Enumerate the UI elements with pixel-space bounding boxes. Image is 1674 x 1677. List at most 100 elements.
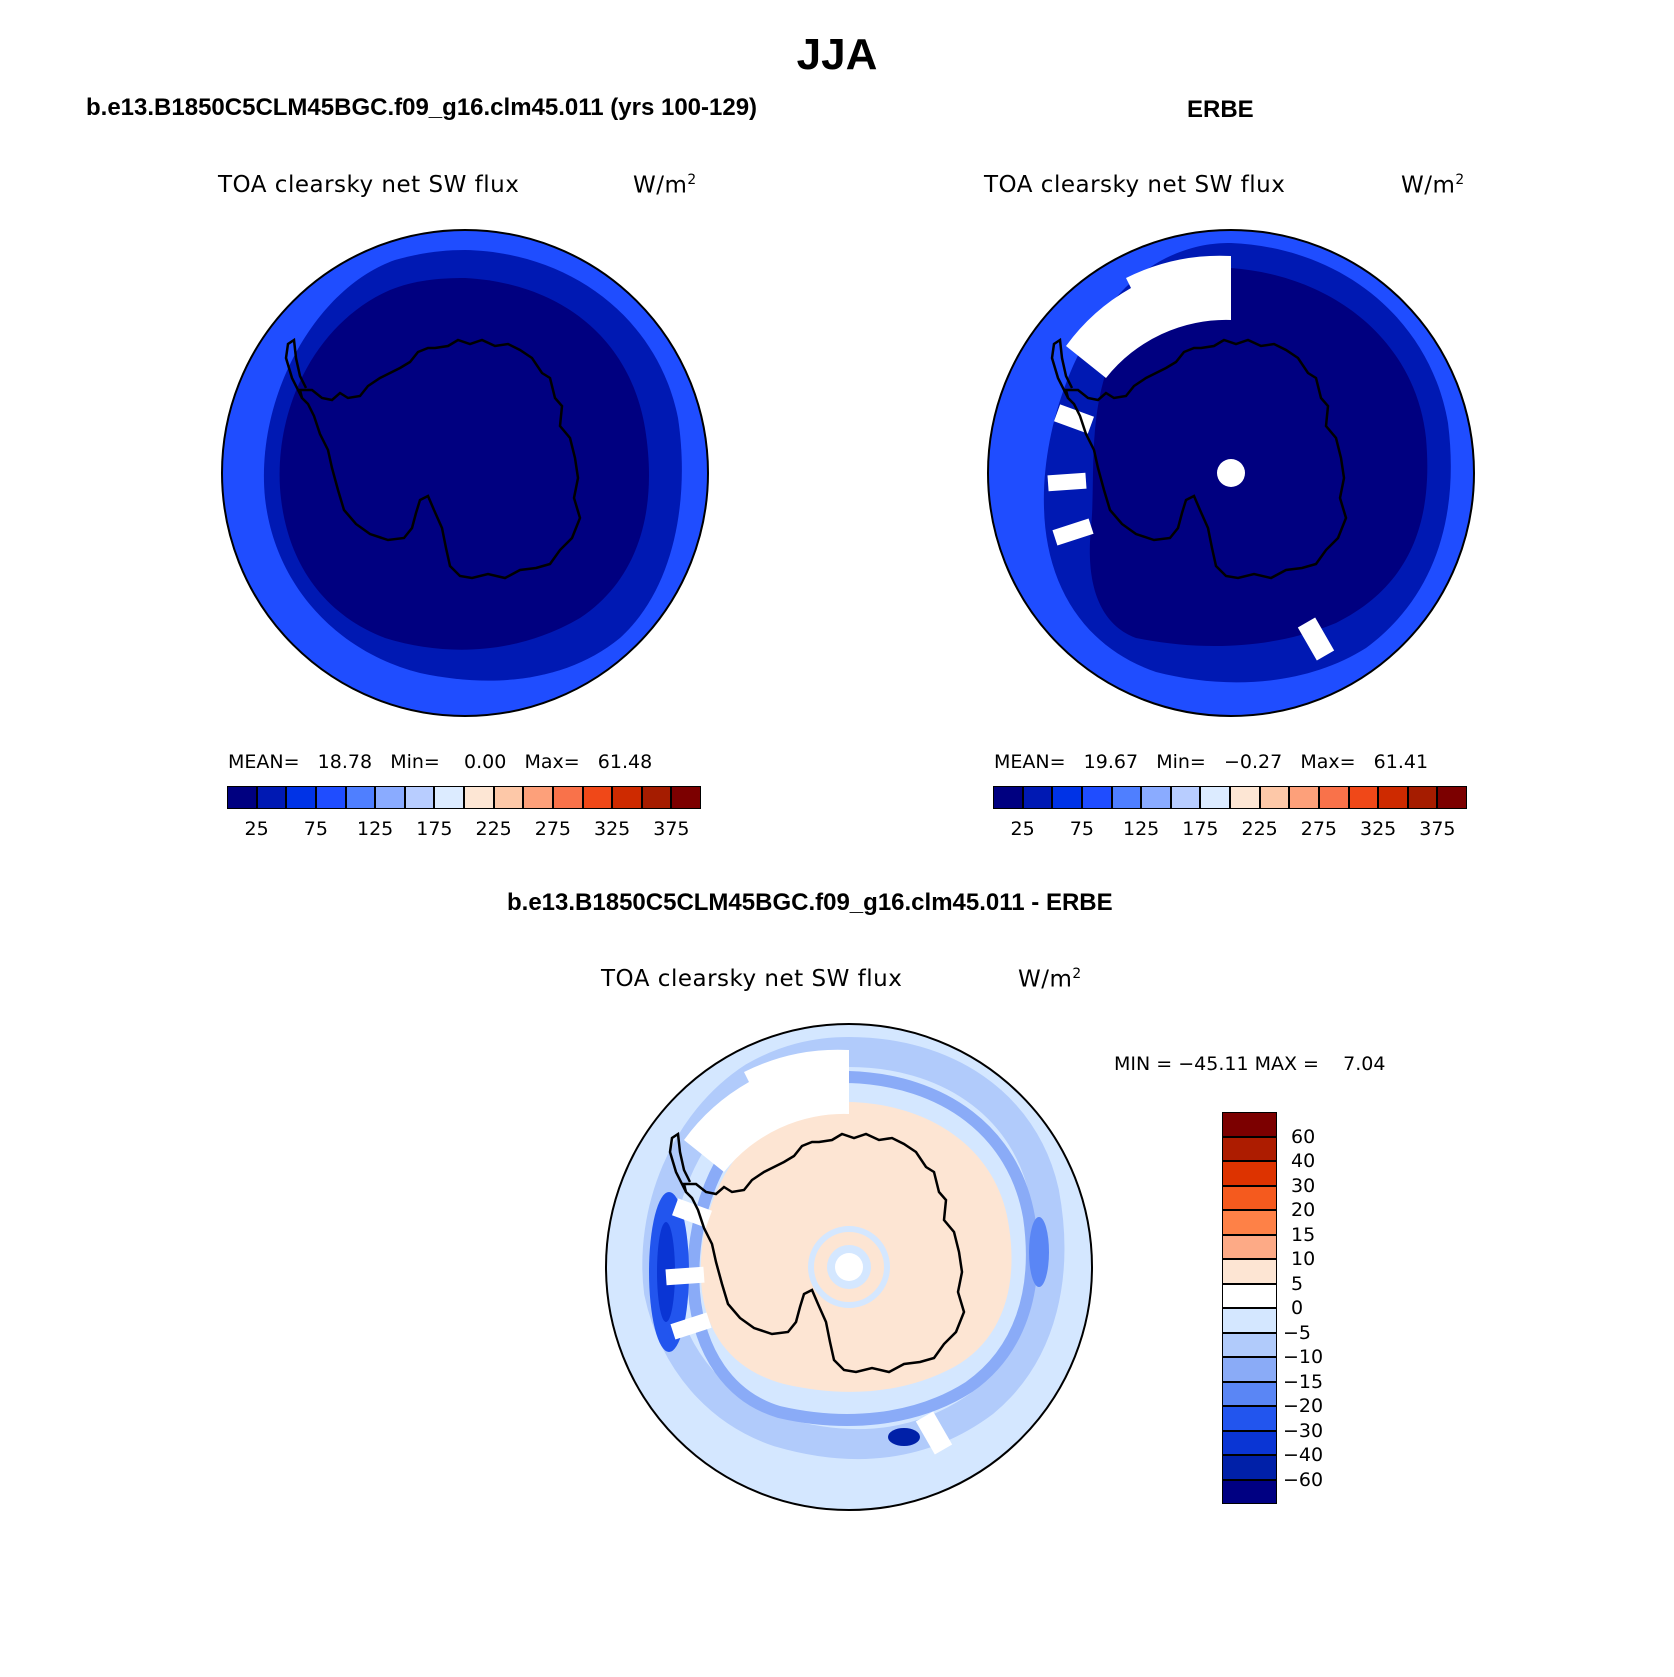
model-variable-label: TOA clearsky net SW flux (218, 172, 520, 198)
colorbar-tick-label: 20 (1291, 1199, 1316, 1221)
obs-antarctica-coastline (1064, 338, 1348, 580)
colorbar-swatch (1222, 1112, 1277, 1137)
obs-missing-data-arc (1066, 255, 1231, 378)
colorbar-swatch (404, 786, 435, 809)
colorbar-tick-label: −15 (1283, 1370, 1324, 1393)
colorbar-swatch (523, 786, 553, 809)
obs-pole-hole (1217, 459, 1245, 487)
colorbar-swatch (1222, 1406, 1277, 1431)
obs-missing-data-patch (1297, 617, 1335, 661)
colorbar-tick-label: −30 (1283, 1419, 1324, 1442)
colorbar-swatch (1348, 786, 1379, 809)
diff-map-border (605, 1023, 1093, 1511)
colorbar-swatch (1222, 1161, 1277, 1186)
colorbar-tick-label: 25 (1010, 818, 1035, 840)
colorbar-swatch (1407, 786, 1438, 809)
diff-stats: MIN = −45.11 MAX = 7.04 (1114, 1053, 1386, 1075)
colorbar-swatch (1222, 1283, 1277, 1308)
colorbar-tick-label: 10 (1291, 1248, 1316, 1270)
colorbar-tick-label: 175 (1182, 818, 1219, 840)
diff-pole-ring (808, 1226, 890, 1308)
colorbar-tick-label: −60 (1283, 1468, 1324, 1491)
model-case-title: b.e13.B1850C5CLM45BGC.f09_g16.clm45.011 … (86, 94, 758, 121)
diff-missing-data-patch (670, 1312, 712, 1340)
colorbar-swatch (1081, 786, 1112, 809)
colorbar-swatch (1141, 786, 1171, 809)
colorbar-tick-label: 225 (1241, 818, 1278, 840)
model-map-border (221, 229, 709, 717)
obs-map-border (987, 229, 1475, 717)
obs-colorbar-ticks: 25 75 125 175 225 275 325 375 (993, 818, 1467, 842)
colorbar-swatch (1200, 786, 1230, 809)
colorbar-swatch (641, 786, 672, 809)
colorbar-swatch (1222, 1332, 1277, 1357)
diff-peninsula-coastline (668, 1131, 692, 1193)
colorbar-tick-label: 5 (1291, 1272, 1304, 1295)
colorbar-swatch (612, 786, 642, 809)
colorbar-tick-label: 60 (1291, 1125, 1316, 1148)
diff-variable-label: TOA clearsky net SW flux (601, 966, 903, 992)
diff-colorbar-ticks: 60 40 30 20 15 10 5 0 −5 −10 −15 −20 −30 −40 −60 (1283, 1112, 1363, 1504)
colorbar-tick-label: 275 (1300, 818, 1338, 840)
colorbar-swatch (1022, 786, 1053, 809)
colorbar-swatch (1222, 1210, 1277, 1235)
colorbar-swatch (1230, 786, 1260, 809)
colorbar-tick-label: 275 (534, 818, 572, 840)
colorbar-swatch (286, 786, 316, 809)
colorbar-swatch (1052, 786, 1082, 809)
colorbar-swatch (1222, 1234, 1277, 1259)
diff-colorbar (1222, 1112, 1277, 1504)
colorbar-tick-label: 15 (1291, 1223, 1316, 1246)
colorbar-swatch (552, 786, 583, 809)
colorbar-swatch (1222, 1308, 1277, 1333)
colorbar-swatch (1222, 1430, 1277, 1455)
diff-case-title: b.e13.B1850C5CLM45BGC.f09_g16.clm45.011 … (507, 889, 1113, 916)
colorbar-tick-label: 75 (1069, 818, 1094, 840)
diff-pole-hole (835, 1253, 863, 1281)
colorbar-swatch (1222, 1479, 1277, 1504)
colorbar-tick-label: 125 (356, 818, 394, 840)
colorbar-swatch (434, 786, 464, 809)
colorbar-tick-label: 40 (1291, 1150, 1316, 1172)
colorbar-swatch (256, 786, 287, 809)
model-colorbar (227, 786, 701, 809)
model-antarctica-coastline (298, 338, 582, 580)
diff-missing-data-patch (665, 1266, 705, 1286)
colorbar-tick-label: 175 (416, 818, 453, 840)
colorbar-swatch (1170, 786, 1201, 809)
model-inner-core (279, 278, 649, 650)
obs-colorbar (993, 786, 1467, 809)
colorbar-tick-label: 25 (244, 818, 269, 840)
obs-missing-data-patch (1047, 472, 1087, 492)
colorbar-swatch (1318, 786, 1349, 809)
obs-peninsula-coastline (1050, 337, 1074, 399)
diff-strong-negative-patch (888, 1428, 920, 1446)
colorbar-swatch (1289, 786, 1319, 809)
colorbar-swatch (1222, 1259, 1277, 1284)
model-colorbar-ticks: 25 75 125 175 225 275 325 375 (227, 818, 701, 842)
colorbar-swatch (1222, 1357, 1277, 1382)
colorbar-swatch (671, 786, 701, 809)
diff-missing-data-arc (684, 1049, 849, 1172)
colorbar-tick-label: 75 (303, 818, 328, 840)
colorbar-swatch (1222, 1455, 1277, 1480)
model-units-label: W/m2 (633, 172, 697, 199)
diff-missing-data-patch (915, 1411, 953, 1455)
obs-stats: MEAN= 19.67 Min= −0.27 Max= 61.41 (994, 751, 1429, 773)
diff-polar-map (605, 1023, 1093, 1511)
colorbar-tick-label: 125 (1122, 818, 1160, 840)
obs-case-title: ERBE (1187, 96, 1254, 123)
obs-polar-map (987, 229, 1475, 717)
colorbar-tick-label: 375 (1419, 818, 1456, 840)
colorbar-tick-label: 375 (653, 818, 690, 840)
diff-negative-patch (1029, 1217, 1049, 1287)
colorbar-swatch (1222, 1185, 1277, 1210)
colorbar-tick-label: 225 (475, 818, 512, 840)
diff-units-label: W/m2 (1018, 966, 1082, 993)
colorbar-swatch (375, 786, 405, 809)
colorbar-swatch (1378, 786, 1408, 809)
obs-missing-data-patch (1052, 518, 1094, 546)
colorbar-swatch (227, 786, 257, 809)
colorbar-tick-label: −40 (1283, 1444, 1324, 1466)
colorbar-swatch (1111, 786, 1142, 809)
